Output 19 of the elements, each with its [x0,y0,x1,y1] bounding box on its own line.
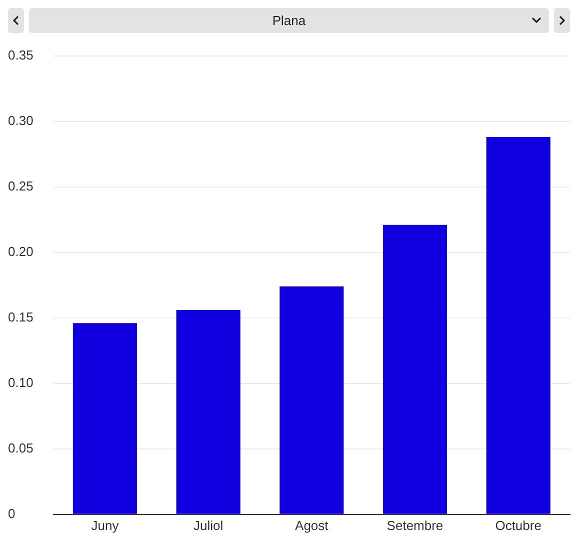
y-tick-label: 0 [8,506,16,521]
bar [176,310,240,514]
y-tick-label: 0.20 [8,244,34,259]
y-tick-label: 0.35 [8,47,34,62]
y-tick-label: 0.10 [8,374,34,390]
bar [72,323,138,514]
y-tick-label: 0.30 [8,112,34,128]
y-tick-label: 0.15 [8,309,34,324]
x-tick-label: Juny [91,518,120,533]
chart-title: Plana [272,13,306,28]
y-tick-label: 0.05 [8,440,34,456]
x-tick-label: Agost [295,518,329,533]
y-tick-label: 0.25 [8,178,34,194]
x-tick-label: Setembre [386,518,444,533]
x-tick-label: Juliol [194,518,224,533]
bar [486,137,550,514]
bar [382,224,448,514]
bar [280,286,344,514]
x-tick-label: Octubre [495,518,542,533]
